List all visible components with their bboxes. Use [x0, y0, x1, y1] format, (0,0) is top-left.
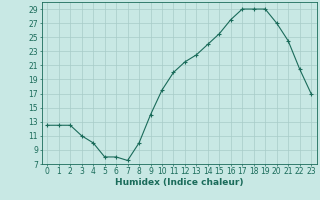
X-axis label: Humidex (Indice chaleur): Humidex (Indice chaleur): [115, 178, 244, 187]
